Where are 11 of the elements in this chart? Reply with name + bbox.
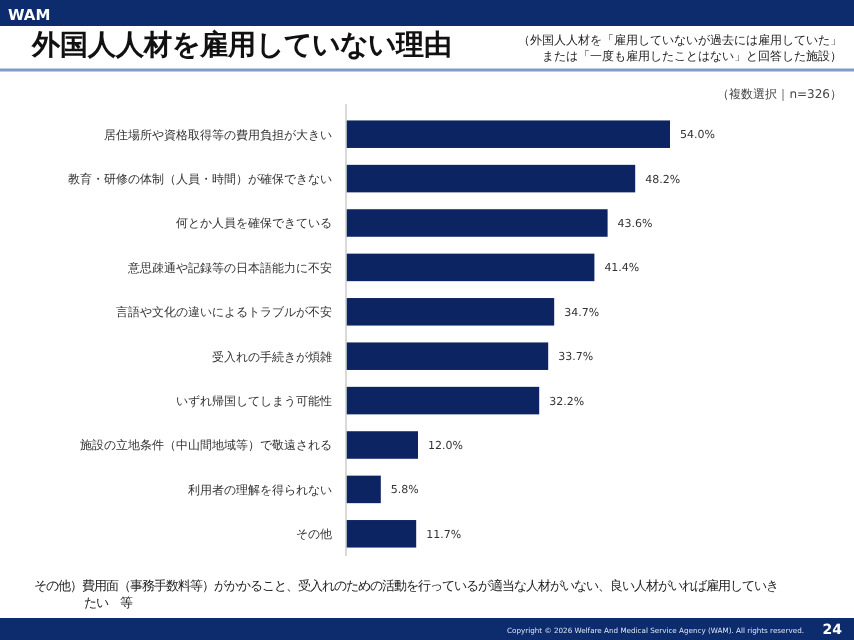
bar	[346, 253, 595, 282]
bar	[346, 386, 540, 415]
bar	[346, 209, 608, 237]
bar	[346, 298, 555, 326]
bar	[346, 342, 549, 370]
bar	[346, 164, 636, 193]
bar	[346, 520, 417, 548]
bar	[346, 431, 418, 459]
bar	[346, 120, 670, 148]
chart-title: 外国人人材を雇用していない理由	[30, 28, 452, 62]
bar	[346, 475, 381, 504]
